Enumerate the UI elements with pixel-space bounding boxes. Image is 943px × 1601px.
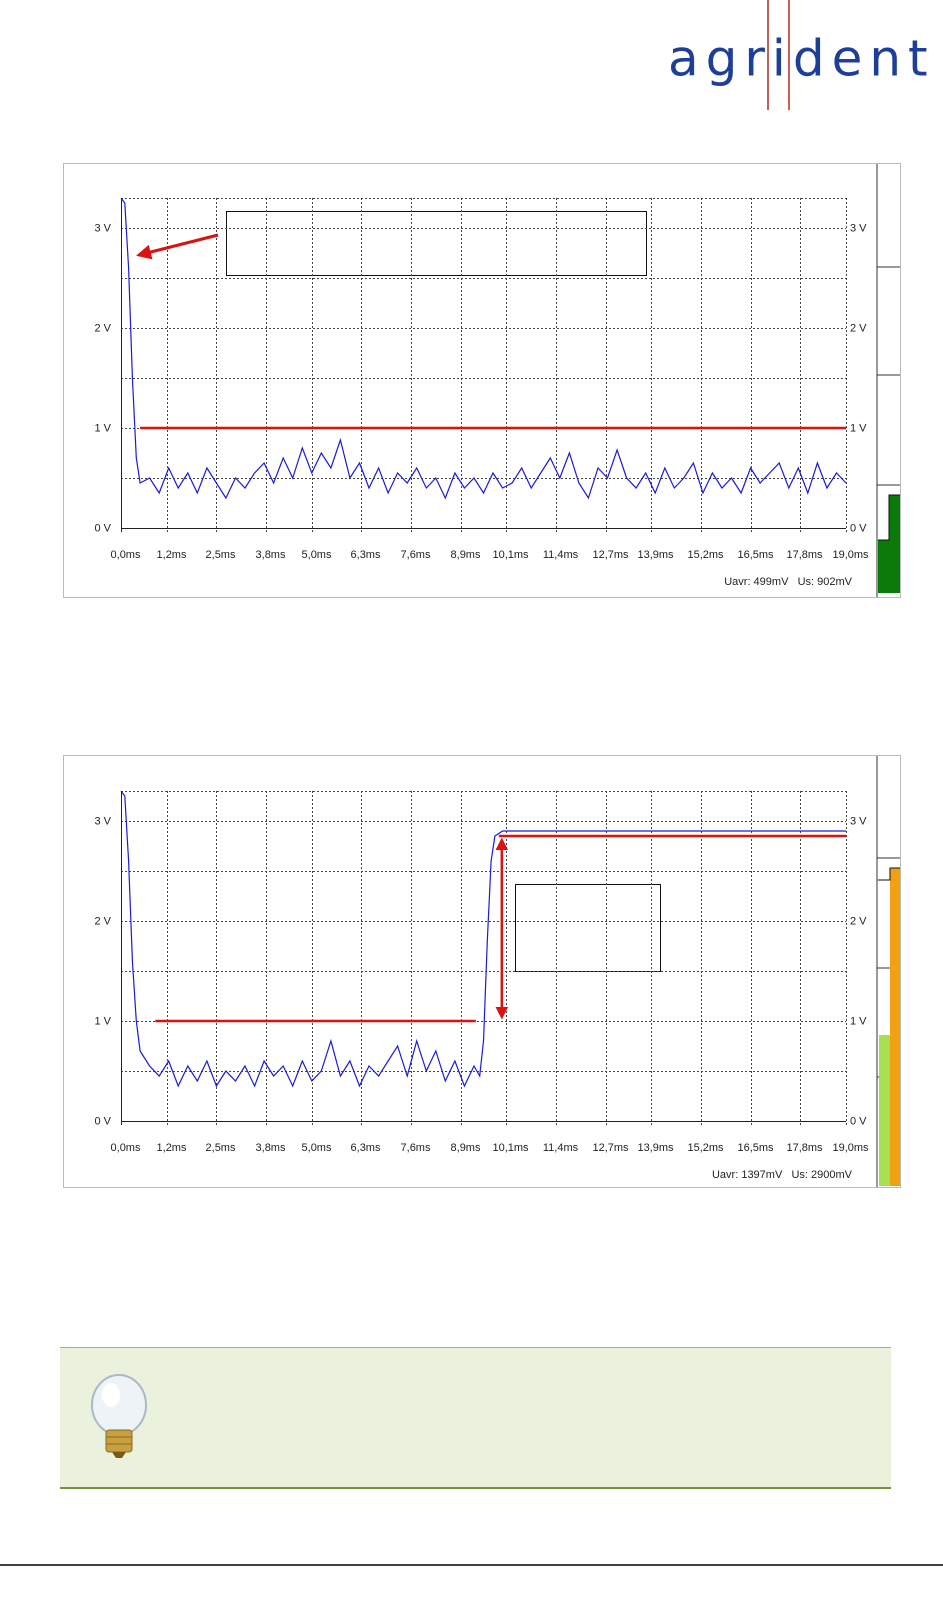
signal-line (120, 197, 847, 500)
y-tick-label: 2 V (850, 915, 867, 927)
y-tick-label: 2 V (94, 915, 111, 927)
x-tick-label: 2,5ms (206, 1142, 236, 1154)
x-tick-label: 10,1ms (492, 549, 529, 561)
x-tick-label: 7,6ms (401, 549, 431, 561)
x-tick-label: 11,4ms (543, 1142, 579, 1154)
annotation-box (226, 211, 647, 276)
y-tick-label: 3 V (850, 815, 867, 827)
x-tick-label: 17,8ms (786, 549, 823, 561)
x-tick-label: 13,9ms (637, 549, 674, 561)
x-tick-label: 6,3ms (351, 549, 381, 561)
y-tick-label: 0 V (94, 1115, 111, 1127)
x-tick-label: 1,2ms (157, 1142, 187, 1154)
level-meter (876, 756, 900, 1187)
x-tick-label: 12,7ms (592, 549, 629, 561)
x-tick-label: 19,0ms (832, 549, 869, 561)
x-tick-label: 11,4ms (543, 549, 579, 561)
y-tick-label: 1 V (850, 422, 867, 434)
x-tick-label: 3,8ms (256, 1142, 286, 1154)
annotation-box (515, 884, 661, 972)
x-tick-label: 5,0ms (302, 1142, 332, 1154)
footer-readout: Uavr: 1397mV Us: 2900mV (712, 1169, 853, 1181)
y-tick-label: 2 V (94, 322, 111, 334)
y-tick-label: 3 V (94, 815, 111, 827)
y-tick-label: 1 V (94, 1015, 111, 1027)
x-tick-label: 10,1ms (492, 1142, 529, 1154)
level-meter (876, 164, 900, 597)
y-tick-label: 1 V (850, 1015, 867, 1027)
x-tick-label: 0,0ms (111, 549, 141, 561)
y-tick-label: 0 V (850, 1115, 867, 1127)
logo: agrident (668, 30, 935, 88)
x-tick-label: 0,0ms (111, 1142, 141, 1154)
x-tick-label: 2,5ms (206, 549, 236, 561)
x-tick-label: 16,5ms (737, 1142, 774, 1154)
x-tick-label: 13,9ms (637, 1142, 674, 1154)
lightbulb-icon (91, 1374, 147, 1458)
y-tick-label: 1 V (94, 422, 111, 434)
signal-line (120, 790, 846, 1088)
x-tick-label: 15,2ms (687, 549, 724, 561)
note-box (60, 1347, 891, 1488)
x-tick-label: 7,6ms (401, 1142, 431, 1154)
x-tick-label: 12,7ms (592, 1142, 629, 1154)
y-tick-label: 2 V (850, 322, 867, 334)
x-tick-label: 1,2ms (157, 549, 187, 561)
annotation-arrow (136, 233, 219, 260)
y-tick-label: 0 V (94, 522, 111, 534)
x-tick-label: 19,0ms (832, 1142, 869, 1154)
y-tick-label: 0 V (850, 522, 867, 534)
y-tick-label: 3 V (850, 222, 867, 234)
x-tick-label: 6,3ms (351, 1142, 381, 1154)
x-tick-label: 3,8ms (256, 549, 286, 561)
x-tick-label: 8,9ms (451, 1142, 481, 1154)
x-tick-label: 16,5ms (737, 549, 774, 561)
y-tick-label: 3 V (94, 222, 111, 234)
x-tick-label: 15,2ms (687, 1142, 724, 1154)
x-tick-label: 17,8ms (786, 1142, 823, 1154)
x-tick-label: 8,9ms (451, 549, 481, 561)
footer-readout: Uavr: 499mV Us: 902mV (724, 576, 852, 588)
x-tick-label: 5,0ms (302, 549, 332, 561)
